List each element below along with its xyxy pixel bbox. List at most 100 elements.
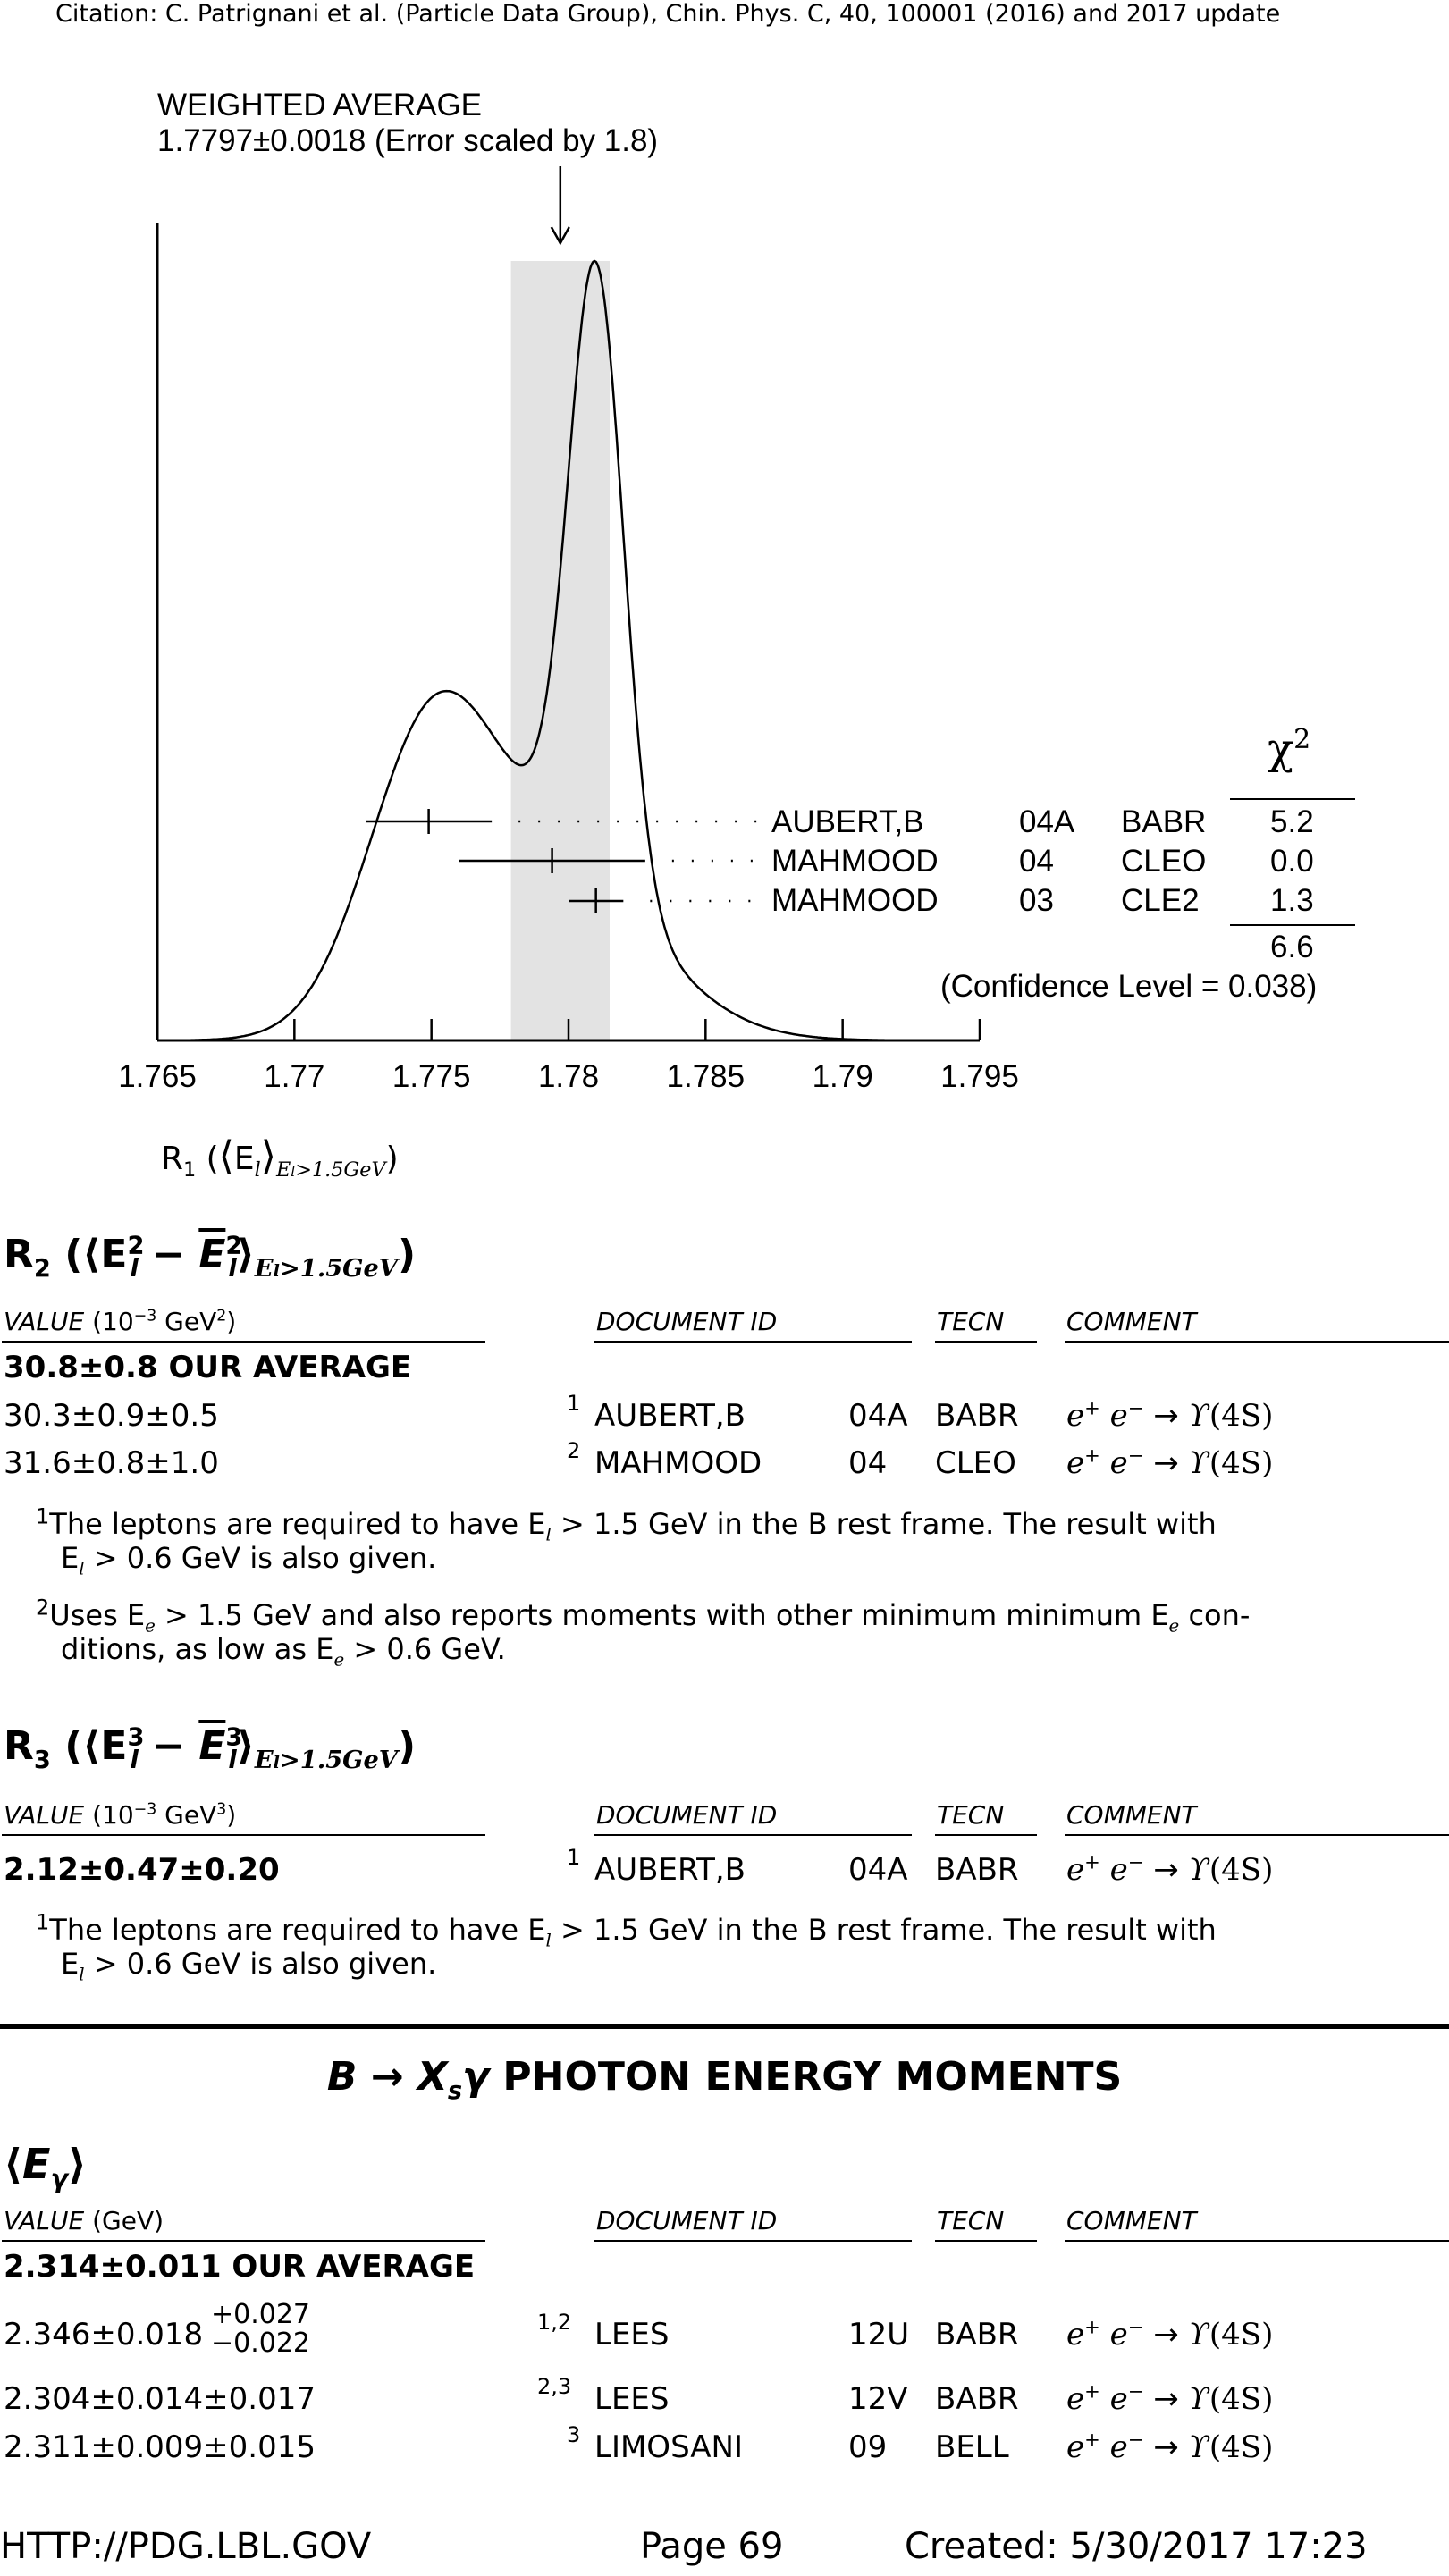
photon-row-1-value: 2.346±0.018 (4, 2317, 204, 2353)
r3-rule-comment (1065, 1834, 1449, 1836)
x-axis-label: R1 (⟨El⟩El>1.5GeV) (161, 1133, 399, 1183)
r2-rule-doc (594, 1341, 912, 1343)
photon-row-2-author: LEES (594, 2381, 670, 2417)
ideo-chi2-2: 0.0 (1270, 844, 1314, 879)
photon-row-2-value: 2.304±0.014±0.017 (4, 2381, 316, 2417)
r2-rule-comment (1065, 1341, 1449, 1343)
photon-row-3-fn: 3 (567, 2422, 581, 2447)
photon-header-comment: COMMENT (1066, 2206, 1197, 2235)
footer-page: Page 69 (640, 2526, 784, 2567)
r2-average: 30.8±0.8 OUR AVERAGE (4, 1350, 412, 1385)
reaction-arrow: → (1153, 2429, 1179, 2465)
r3-rule-doc (594, 1834, 912, 1836)
r3-row-1-year: 04A (848, 1852, 908, 1888)
reaction-state: (4S) (1209, 1852, 1274, 1888)
ideogram-plot-layer: 1.765 1.77 1.775 1.78 1.785 1.79 1.795 (118, 166, 1019, 1094)
reaction-plus: + (1084, 1444, 1100, 1467)
photon-row-1-tecn: BABR (935, 2317, 1019, 2353)
reaction-e: e (1066, 1445, 1085, 1481)
photon-row-2-tecn: BABR (935, 2381, 1019, 2417)
ideo-tecn-1: BABR (1121, 804, 1207, 839)
reaction-arrow: → (1153, 1445, 1179, 1481)
photon-row-1-author: LEES (594, 2317, 670, 2353)
r2-footnote-1: 1The leptons are required to have El > 1… (36, 1503, 1217, 1579)
ideo-chi2-3: 1.3 (1270, 883, 1314, 918)
photon-average: 2.314±0.011 OUR AVERAGE (4, 2249, 476, 2285)
ideo-tecn-2: CLEO (1121, 844, 1207, 879)
reaction-e: e (1109, 2317, 1128, 2353)
photon-rule-value (2, 2240, 485, 2242)
reaction-arrow: → (1153, 1852, 1179, 1888)
r2-row-1-author: AUBERT,B (594, 1398, 746, 1434)
confidence-level: (Confidence Level = 0.038) (940, 969, 1318, 1004)
r2-header-comment: COMMENT (1066, 1307, 1197, 1336)
reaction-upsilon: ϒ (1188, 2317, 1209, 2353)
reaction-state: (4S) (1209, 2381, 1274, 2417)
r2-header-doc: DOCUMENT ID (596, 1307, 778, 1336)
r2-title: R2 (⟨E2l − E2l⟩El>1.5GeV) (4, 1232, 417, 1283)
reaction-e: e (1109, 2429, 1128, 2465)
footer-url[interactable]: HTTP://PDG.LBL.GOV (0, 2526, 372, 2567)
reaction-e: e (1066, 2381, 1085, 2417)
x-tick-label: 1.775 (392, 1059, 471, 1094)
x-tick-label: 1.785 (667, 1059, 746, 1094)
photon-rule-doc (594, 2240, 912, 2242)
reaction-e: e (1109, 1852, 1128, 1888)
photon-rule-comment (1065, 2240, 1449, 2242)
r3-row-1-tecn: BABR (935, 1852, 1019, 1888)
r3-header-comment: COMMENT (1066, 1800, 1197, 1830)
reaction-plus: + (1084, 2315, 1100, 2338)
r2-header-value: VALUE (10−3 GeV2) (4, 1307, 237, 1336)
reaction-arrow: → (1153, 1398, 1179, 1434)
section-divider (0, 2024, 1449, 2029)
r2-row-1-year: 04A (848, 1398, 908, 1434)
photon-row-2-comment: e+ e− → ϒ(4S) (1066, 2381, 1273, 2417)
reaction-upsilon: ϒ (1188, 1852, 1209, 1888)
r2-row-1-fn: 1 (567, 1391, 581, 1416)
photon-row-3-comment: e+ e− → ϒ(4S) (1066, 2429, 1273, 2465)
reaction-e: e (1066, 2317, 1085, 2353)
photon-row-3-tecn: BELL (935, 2429, 1009, 2465)
r2-row-1-comment: e+ e− → ϒ(4S) (1066, 1398, 1273, 1434)
r2-row-2-author: MAHMOOD (594, 1445, 762, 1481)
photon-row-1-err-down: −0.022 (211, 2328, 311, 2359)
r2-header-tecn: TECN (937, 1307, 1005, 1336)
ideo-year-2: 04 (1019, 844, 1054, 879)
r3-header-doc: DOCUMENT ID (596, 1800, 778, 1830)
r3-header-tecn: TECN (937, 1800, 1005, 1830)
photon-rule-tecn (935, 2240, 1037, 2242)
reaction-e: e (1066, 1398, 1085, 1434)
ideo-chi2-1: 5.2 (1270, 804, 1314, 839)
ideo-tecn-3: CLE2 (1121, 883, 1200, 918)
reaction-e: e (1066, 2429, 1085, 2465)
r2-row-2-comment: e+ e− → ϒ(4S) (1066, 1445, 1273, 1481)
photon-subtitle: ⟨Eγ⟩ (4, 2140, 87, 2194)
reaction-plus: + (1084, 2428, 1100, 2451)
ideogram-subtitle: 1.7797±0.0018 (Error scaled by 1.8) (157, 123, 659, 158)
reaction-upsilon: ϒ (1188, 1398, 1209, 1434)
r2-row-2-year: 04 (848, 1445, 888, 1481)
photon-row-2-year: 12V (848, 2381, 908, 2417)
photon-row-1-year: 12U (848, 2317, 910, 2353)
photon-row-1-fn: 1,2 (537, 2310, 572, 2335)
reaction-plus: + (1084, 1850, 1100, 1873)
r3-row-1-fn: 1 (567, 1845, 581, 1870)
photon-row-3-year: 09 (848, 2429, 888, 2465)
ideo-year-3: 03 (1019, 883, 1054, 918)
reaction-e: e (1066, 1852, 1085, 1888)
reaction-e: e (1109, 1445, 1128, 1481)
reaction-plus: + (1084, 1396, 1100, 1419)
ideo-author-2: MAHMOOD (771, 844, 939, 879)
photon-row-2-fn: 2,3 (537, 2374, 572, 2399)
x-tick-label: 1.79 (813, 1059, 873, 1094)
r3-footnote-1: 1The leptons are required to have El > 1… (36, 1909, 1217, 1985)
reaction-minus: − (1127, 2315, 1144, 2338)
ideogram-chart: 1.765 1.77 1.775 1.78 1.785 1.79 1.795 (118, 166, 1019, 1094)
chi2-header: χ2 (1268, 724, 1311, 774)
ideo-year-1: 04A (1019, 804, 1075, 839)
reaction-minus: − (1127, 1444, 1144, 1467)
photon-row-3-author: LIMOSANI (594, 2429, 743, 2465)
citation: Citation: C. Patrignani et al. (Particle… (55, 0, 1281, 28)
reaction-state: (4S) (1209, 2317, 1274, 2353)
ideo-author-1: AUBERT,B (771, 804, 924, 839)
